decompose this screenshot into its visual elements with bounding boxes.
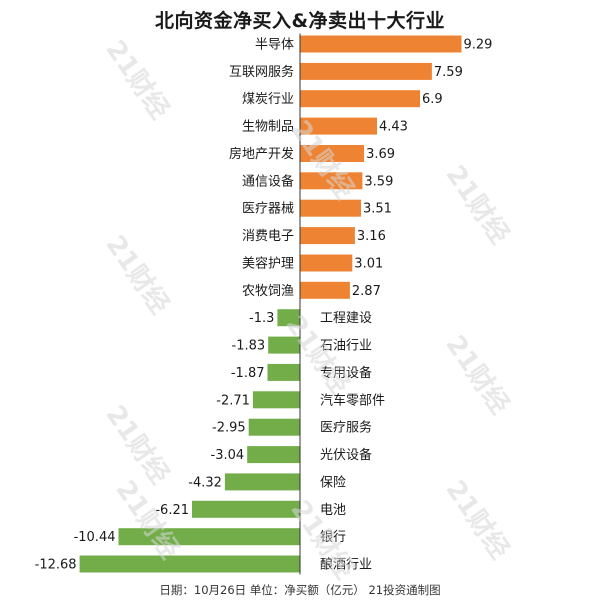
category-label: 汽车零部件 bbox=[320, 392, 385, 408]
category-label: 农牧饲渔 bbox=[242, 284, 294, 299]
bar bbox=[300, 35, 462, 53]
category-label: 医疗服务 bbox=[320, 420, 372, 436]
bar bbox=[252, 391, 300, 409]
bar bbox=[300, 172, 363, 190]
bar bbox=[300, 62, 432, 80]
category-label: 保险 bbox=[320, 475, 346, 490]
value-label: -3.04 bbox=[211, 448, 245, 463]
value-label: 9.29 bbox=[464, 38, 493, 53]
bar bbox=[268, 336, 300, 354]
value-label: 6.9 bbox=[422, 92, 443, 107]
value-label: -1.83 bbox=[232, 339, 266, 354]
bar bbox=[224, 473, 300, 491]
category-label: 煤炭行业 bbox=[242, 92, 294, 107]
bar bbox=[267, 363, 300, 381]
value-label: -1.3 bbox=[249, 311, 274, 326]
category-label: 工程建设 bbox=[320, 311, 372, 326]
bar bbox=[192, 500, 300, 518]
value-label: 3.51 bbox=[363, 202, 392, 217]
value-label: 2.87 bbox=[352, 284, 381, 299]
bar bbox=[300, 227, 355, 245]
category-label: 半导体 bbox=[255, 38, 294, 53]
chart-footer: 日期：10月26日 单位：净买额（亿元） 21投资通制图 bbox=[159, 583, 441, 597]
bar bbox=[79, 555, 300, 573]
value-label: -2.95 bbox=[212, 421, 246, 436]
bar bbox=[300, 145, 365, 162]
value-label: -6.21 bbox=[155, 503, 189, 518]
category-label: 银行 bbox=[320, 530, 346, 545]
bar bbox=[118, 528, 300, 546]
bar bbox=[300, 199, 361, 217]
bar bbox=[300, 254, 353, 272]
category-label: 电池 bbox=[320, 503, 346, 518]
category-label: 通信设备 bbox=[242, 173, 294, 189]
category-label: 专用设备 bbox=[320, 365, 372, 381]
value-label: 3.01 bbox=[354, 257, 383, 272]
value-label: -4.32 bbox=[188, 475, 222, 490]
value-label: 3.69 bbox=[366, 147, 395, 162]
category-label: 消费电子 bbox=[242, 229, 294, 244]
category-label: 石油行业 bbox=[320, 339, 372, 354]
value-label: -2.71 bbox=[216, 393, 250, 408]
chart-title: 北向资金净买入&净卖出十大行业 bbox=[154, 10, 446, 32]
category-label: 光伏设备 bbox=[320, 447, 372, 463]
bar bbox=[300, 281, 350, 299]
category-label: 互联网服务 bbox=[229, 64, 294, 80]
category-label: 房地产开发 bbox=[229, 146, 294, 162]
value-label: 7.59 bbox=[434, 65, 463, 80]
value-label: -1.87 bbox=[231, 366, 265, 381]
bar bbox=[248, 418, 300, 436]
value-label: 3.59 bbox=[364, 174, 393, 189]
bar bbox=[277, 309, 300, 327]
category-label: 酿酒行业 bbox=[320, 557, 372, 573]
bar bbox=[247, 446, 300, 464]
value-label: -12.68 bbox=[35, 558, 77, 573]
category-label: 医疗器械 bbox=[242, 202, 294, 217]
bar bbox=[300, 90, 420, 108]
value-label: -10.44 bbox=[74, 530, 116, 545]
category-label: 美容护理 bbox=[242, 256, 294, 272]
value-label: 4.43 bbox=[379, 120, 408, 135]
value-label: 3.16 bbox=[357, 229, 386, 244]
category-label: 生物制品 bbox=[242, 120, 294, 135]
bar bbox=[300, 117, 377, 135]
